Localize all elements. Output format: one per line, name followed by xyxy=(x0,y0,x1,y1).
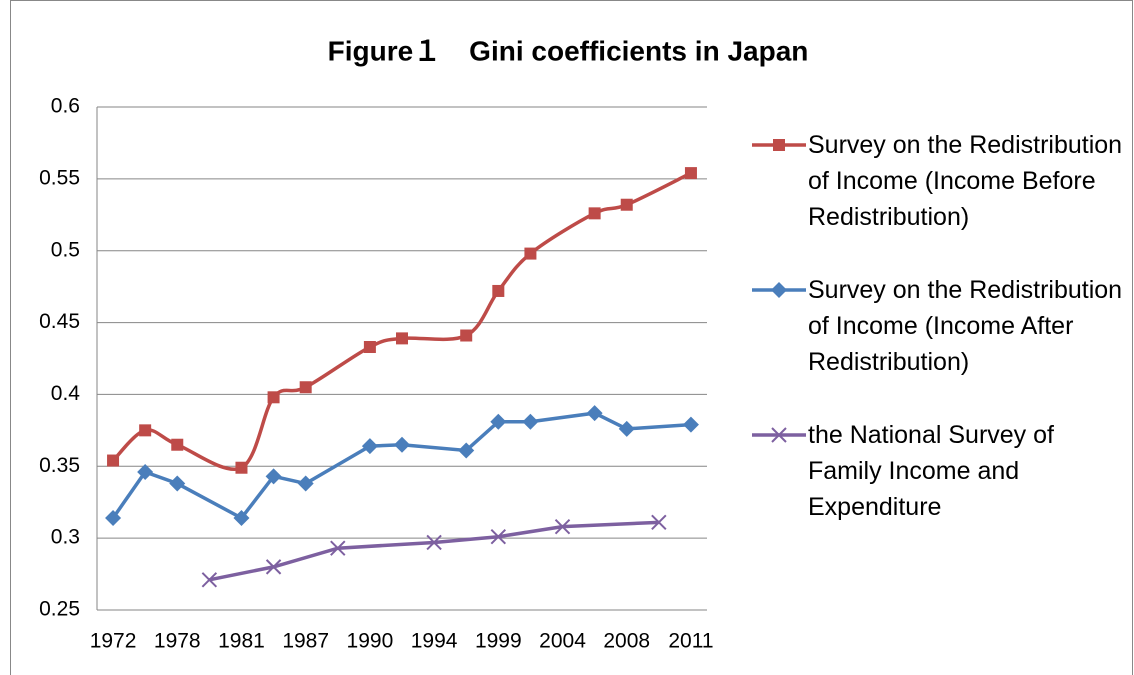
marker xyxy=(586,405,603,422)
marker xyxy=(201,572,218,588)
marker xyxy=(235,461,248,474)
y-tick-label: 0.55 xyxy=(39,166,80,189)
marker xyxy=(490,528,507,545)
marker xyxy=(651,514,667,531)
marker xyxy=(394,436,410,453)
x-tick-label: 2011 xyxy=(668,630,713,653)
chart-title: Figure１ Gini coefficients in Japan xyxy=(328,35,809,66)
marker xyxy=(267,391,280,404)
x-tick-label: 2008 xyxy=(603,630,650,653)
marker xyxy=(171,438,184,451)
y-tick-label: 0.3 xyxy=(51,526,80,549)
y-tick-label: 0.4 xyxy=(51,382,81,405)
x-tick-label: 1990 xyxy=(347,630,394,653)
marker xyxy=(490,413,507,430)
marker xyxy=(299,381,312,394)
marker xyxy=(771,427,787,443)
marker xyxy=(492,284,505,297)
x-tick-label: 1987 xyxy=(282,630,329,653)
marker xyxy=(458,442,475,459)
y-tick-label: 0.35 xyxy=(39,454,80,477)
x-tick-label: 1999 xyxy=(475,630,522,653)
x-tick-label: 1978 xyxy=(154,630,201,653)
marker xyxy=(265,468,282,485)
marker xyxy=(460,329,473,342)
marker xyxy=(107,454,120,467)
marker xyxy=(361,438,378,455)
marker xyxy=(233,510,250,527)
marker xyxy=(297,475,314,492)
marker xyxy=(105,510,122,527)
marker xyxy=(682,416,699,433)
series-line xyxy=(111,411,692,521)
x-tick-label: 1994 xyxy=(411,630,458,653)
marker xyxy=(684,167,697,180)
marker xyxy=(588,207,601,220)
legend-label: Survey on the Redistribution of Income (… xyxy=(808,131,1123,231)
x-tick-label: 1981 xyxy=(218,630,265,653)
legend-label: the National Survey of Family Income and… xyxy=(808,421,1054,521)
marker xyxy=(426,534,442,551)
marker xyxy=(618,420,635,437)
y-tick-label: 0.45 xyxy=(39,310,80,333)
marker xyxy=(330,540,346,556)
x-tick-label: 1972 xyxy=(90,630,137,653)
marker xyxy=(169,475,186,492)
y-tick-label: 0.25 xyxy=(39,598,80,621)
marker xyxy=(522,413,539,430)
marker xyxy=(265,559,282,575)
marker xyxy=(137,464,154,481)
marker xyxy=(554,518,571,535)
chart-border xyxy=(10,0,1133,675)
marker xyxy=(771,282,787,298)
legend-label: Survey on the Redistribution of Income (… xyxy=(808,276,1123,376)
marker xyxy=(773,139,785,151)
marker xyxy=(396,332,408,345)
y-tick-label: 0.5 xyxy=(51,238,80,261)
y-tick-label: 0.6 xyxy=(51,95,80,118)
marker xyxy=(620,198,633,211)
x-tick-label: 2004 xyxy=(539,630,586,653)
marker xyxy=(363,341,376,354)
marker xyxy=(139,424,152,437)
marker xyxy=(524,247,537,260)
